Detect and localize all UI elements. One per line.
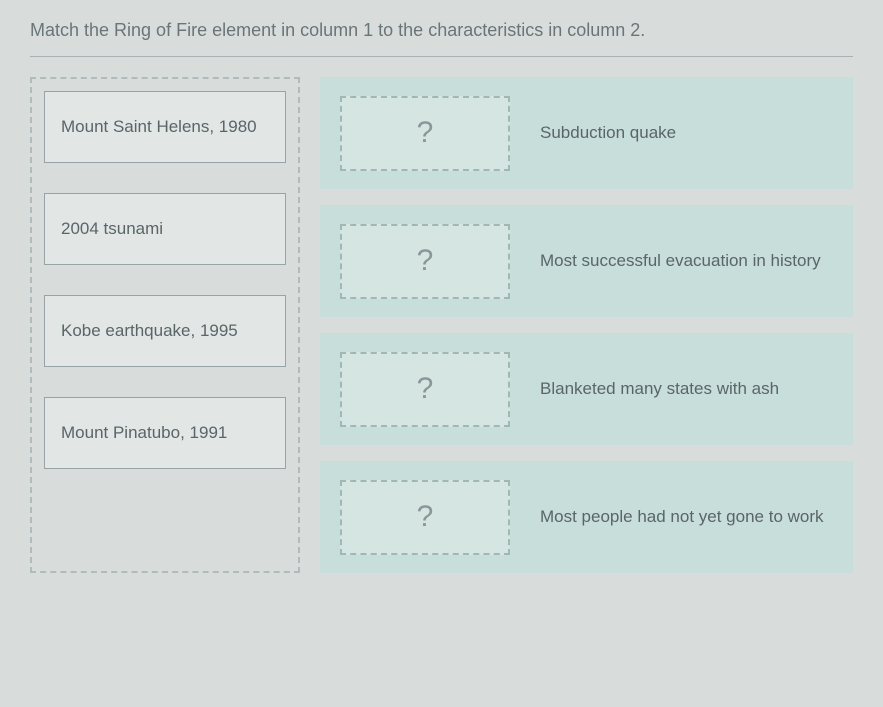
drop-row: ? Most successful evacuation in history bbox=[320, 205, 853, 317]
characteristic-text: Most successful evacuation in history bbox=[540, 249, 833, 273]
drag-item[interactable]: Kobe earthquake, 1995 bbox=[44, 295, 286, 367]
drop-zone[interactable]: ? bbox=[340, 480, 510, 555]
drag-item[interactable]: Mount Saint Helens, 1980 bbox=[44, 91, 286, 163]
characteristic-text: Blanketed many states with ash bbox=[540, 377, 833, 401]
matching-container: Mount Saint Helens, 1980 2004 tsunami Ko… bbox=[30, 77, 853, 573]
instruction-text: Match the Ring of Fire element in column… bbox=[30, 20, 853, 57]
drag-item[interactable]: 2004 tsunami bbox=[44, 193, 286, 265]
drop-row: ? Blanketed many states with ash bbox=[320, 333, 853, 445]
drop-zone[interactable]: ? bbox=[340, 96, 510, 171]
drop-target-column: ? Subduction quake ? Most successful eva… bbox=[320, 77, 853, 573]
drag-source-column: Mount Saint Helens, 1980 2004 tsunami Ko… bbox=[30, 77, 300, 573]
drop-row: ? Subduction quake bbox=[320, 77, 853, 189]
drop-row: ? Most people had not yet gone to work bbox=[320, 461, 853, 573]
characteristic-text: Subduction quake bbox=[540, 121, 833, 145]
drag-item[interactable]: Mount Pinatubo, 1991 bbox=[44, 397, 286, 469]
characteristic-text: Most people had not yet gone to work bbox=[540, 505, 833, 529]
drop-zone[interactable]: ? bbox=[340, 224, 510, 299]
drop-zone[interactable]: ? bbox=[340, 352, 510, 427]
